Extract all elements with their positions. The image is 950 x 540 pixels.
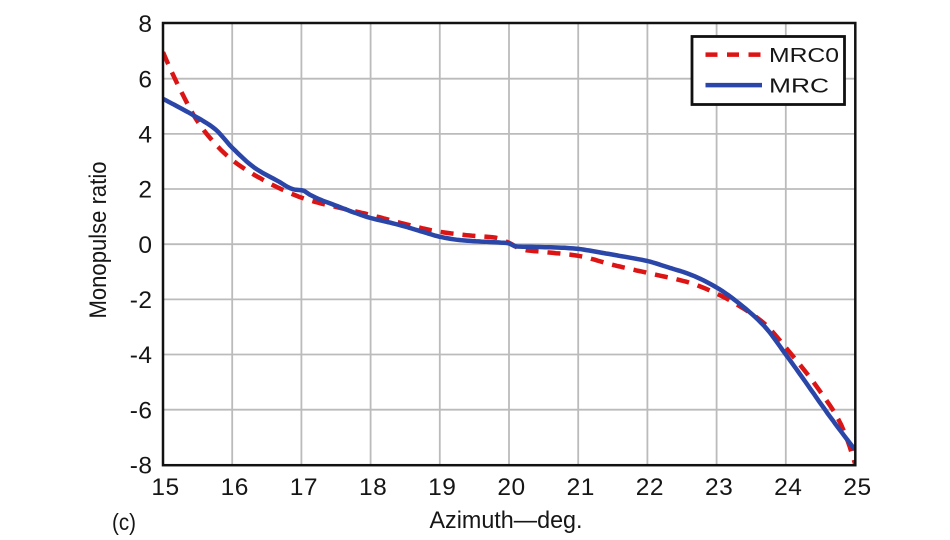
svg-text:-8: -8 <box>130 452 153 479</box>
svg-text:2: 2 <box>138 177 152 204</box>
svg-text:(c): (c) <box>112 509 136 535</box>
svg-text:17: 17 <box>290 474 318 501</box>
svg-text:6: 6 <box>138 66 152 93</box>
svg-text:0: 0 <box>138 232 152 259</box>
svg-text:MRC: MRC <box>769 75 829 98</box>
svg-text:15: 15 <box>151 474 179 501</box>
svg-text:-6: -6 <box>130 397 153 424</box>
svg-text:19: 19 <box>428 474 456 501</box>
svg-text:8: 8 <box>138 11 152 38</box>
svg-text:22: 22 <box>636 474 664 501</box>
svg-text:-2: -2 <box>130 287 153 314</box>
svg-text:MRC0: MRC0 <box>769 44 839 67</box>
svg-text:-4: -4 <box>130 342 153 369</box>
svg-text:Monopulse ratio: Monopulse ratio <box>85 162 112 319</box>
svg-text:23: 23 <box>705 474 733 501</box>
svg-text:20: 20 <box>497 474 525 501</box>
svg-text:Azimuth—deg.: Azimuth—deg. <box>430 507 583 534</box>
svg-text:4: 4 <box>138 122 152 149</box>
svg-text:25: 25 <box>843 474 871 501</box>
svg-text:16: 16 <box>221 474 249 501</box>
svg-text:24: 24 <box>774 474 802 501</box>
svg-text:21: 21 <box>567 474 595 501</box>
svg-text:18: 18 <box>359 474 387 501</box>
